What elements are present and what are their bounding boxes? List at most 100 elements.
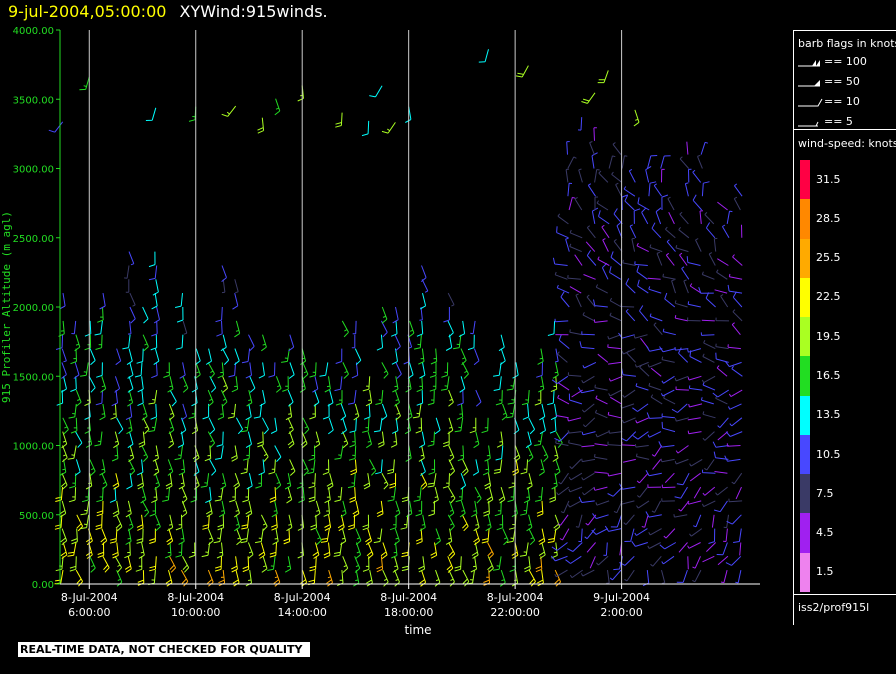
wind-barb xyxy=(618,332,635,339)
wind-barb xyxy=(297,514,305,531)
wind-barb xyxy=(636,500,650,509)
wind-barb xyxy=(538,542,546,559)
wind-barb xyxy=(149,556,157,572)
wind-barb xyxy=(692,169,702,183)
wind-barb xyxy=(687,301,701,308)
wind-barb xyxy=(391,417,399,434)
wind-barb xyxy=(125,500,132,518)
wind-barb xyxy=(434,417,441,435)
wind-barb xyxy=(596,555,609,566)
wind-barb xyxy=(124,265,130,279)
wind-barb xyxy=(420,265,427,282)
wind-barb xyxy=(350,459,357,476)
wind-barb xyxy=(154,473,161,490)
barb-legend-symbol-5 xyxy=(798,121,819,127)
wind-barb xyxy=(141,403,148,421)
wind-barb xyxy=(717,258,729,266)
wind-barb xyxy=(308,473,316,489)
wind-barb xyxy=(207,389,214,407)
wind-barb xyxy=(242,487,250,503)
wind-barb xyxy=(470,320,476,335)
wind-barb xyxy=(662,273,676,280)
wind-barb xyxy=(607,344,621,350)
barb-legend-item-10: == 10 xyxy=(824,95,860,108)
wind-barb xyxy=(687,417,701,421)
wind-barb xyxy=(629,224,637,239)
wind-barb xyxy=(80,514,90,530)
wind-barb xyxy=(302,417,310,435)
wind-barb xyxy=(541,445,549,462)
wind-barb xyxy=(420,472,428,490)
wind-barb xyxy=(363,473,371,490)
wind-barb xyxy=(661,555,675,565)
wind-barb xyxy=(446,556,454,573)
wind-barb xyxy=(381,306,388,324)
wind-barb xyxy=(314,431,321,449)
wind-barb xyxy=(335,348,343,364)
wind-barb xyxy=(594,409,608,419)
wind-barb xyxy=(582,312,595,322)
wind-barb xyxy=(97,306,104,323)
wind-barb xyxy=(684,182,689,197)
wind-barb xyxy=(528,417,536,435)
wind-barb xyxy=(413,334,422,350)
wind-barb xyxy=(207,431,216,449)
wind-barb xyxy=(647,277,661,280)
wind-barb xyxy=(152,445,159,462)
wind-barb xyxy=(554,431,570,442)
wind-barb xyxy=(621,368,636,377)
wind-barb xyxy=(234,500,240,518)
wind-barb xyxy=(661,498,675,502)
wind-barb xyxy=(607,486,623,497)
wind-barb xyxy=(134,362,143,378)
wind-barb xyxy=(448,486,456,504)
wind-barb xyxy=(127,514,134,532)
wind-barb xyxy=(625,278,636,294)
wind-barb xyxy=(267,556,276,571)
wind-barb xyxy=(715,343,729,350)
wind-barb xyxy=(71,320,77,335)
wind-barb xyxy=(494,500,502,517)
wind-barb xyxy=(392,556,399,573)
wind-barb xyxy=(538,459,545,476)
wind-barb xyxy=(683,279,689,294)
wind-barb xyxy=(583,274,596,280)
wind-barb xyxy=(362,556,370,572)
wind-barb xyxy=(668,211,675,225)
wind-barb xyxy=(84,320,92,337)
wind-barb xyxy=(70,348,77,365)
wind-barb xyxy=(216,320,223,337)
wind-barb xyxy=(217,403,225,420)
wind-barb xyxy=(639,305,649,322)
wind-barb xyxy=(726,514,742,525)
wind-barb xyxy=(525,431,532,449)
colorbar-segment xyxy=(800,160,810,200)
wind-barb xyxy=(253,403,263,419)
wind-barb xyxy=(89,348,96,366)
wind-barb xyxy=(341,320,349,338)
wind-barb xyxy=(507,487,515,503)
wind-barb xyxy=(631,237,636,252)
barb-legend-item-100: == 100 xyxy=(824,55,867,68)
wind-barb xyxy=(469,417,477,434)
wind-barb xyxy=(641,207,649,225)
wind-barb xyxy=(308,570,316,586)
wind-barb xyxy=(112,500,120,518)
colorbar-label: 28.5 xyxy=(816,211,841,225)
wind-barb xyxy=(419,514,426,532)
wind-barb xyxy=(310,514,317,531)
wind-barb xyxy=(454,417,464,433)
wind-barb xyxy=(524,556,531,573)
wind-barb xyxy=(661,375,675,384)
wind-barb xyxy=(351,334,356,349)
wind-barb xyxy=(610,514,623,528)
wind-barb xyxy=(137,473,144,490)
wind-barb xyxy=(141,445,149,462)
wind-barb xyxy=(633,334,648,339)
wind-barb xyxy=(594,196,599,210)
wind-barb xyxy=(152,279,159,296)
wind-barb xyxy=(287,431,295,449)
wind-barb xyxy=(395,362,402,379)
wind-barb xyxy=(282,376,289,392)
wind-barb xyxy=(260,514,268,532)
